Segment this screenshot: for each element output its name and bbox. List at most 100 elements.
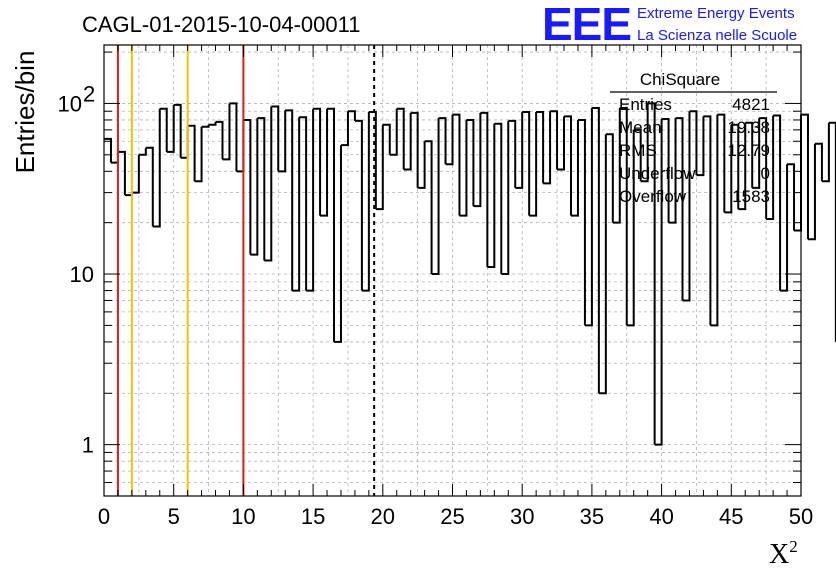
histogram-bin xyxy=(466,118,475,207)
stats-value-rms: 12.79 xyxy=(727,141,770,160)
histogram-bin xyxy=(807,143,816,241)
histogram-bin xyxy=(410,111,419,188)
histogram-bin xyxy=(515,112,524,189)
histogram-series xyxy=(104,102,836,446)
logo-line2: La Scienza nelle Scuole xyxy=(637,27,797,44)
histogram-bin xyxy=(424,140,433,275)
histogram-bin xyxy=(117,150,126,196)
histogram-bin xyxy=(814,142,823,182)
histogram-bin xyxy=(320,108,329,217)
x-tick-labels: 0 5 10 15 20 25 30 35 40 45 50 xyxy=(98,504,813,529)
reference-lines xyxy=(116,45,376,496)
histogram-bin xyxy=(738,122,747,211)
x-tick-label: 30 xyxy=(510,504,534,529)
x-tick-label: 0 xyxy=(98,504,110,529)
histogram-bin xyxy=(801,113,809,240)
logo-line1: Extreme Energy Events xyxy=(637,5,795,22)
histogram-bin xyxy=(396,107,405,170)
histogram-bin xyxy=(654,119,663,446)
histogram-bin xyxy=(159,107,168,152)
y-tick-label-exponent: 2 xyxy=(83,81,95,106)
histogram-bin xyxy=(278,110,287,173)
histogram-bin xyxy=(759,117,768,220)
histogram-bin xyxy=(577,118,586,326)
stats-value-entries: 4821 xyxy=(732,95,770,114)
histogram-bin xyxy=(292,117,301,292)
histogram-bin xyxy=(459,119,468,217)
histogram-bin xyxy=(773,114,782,291)
histogram-bin xyxy=(208,121,217,126)
stats-box: ChiSquare Entries 4821 Mean 19.38 RMS 12… xyxy=(610,70,777,206)
x-tick-label: 35 xyxy=(580,504,604,529)
histogram-bin xyxy=(605,133,614,223)
x-axis-title: X2 xyxy=(769,537,798,570)
histogram-bin xyxy=(487,123,496,268)
histogram-bin xyxy=(389,108,398,156)
stats-value-mean: 19.38 xyxy=(727,118,770,137)
stats-title: ChiSquare xyxy=(640,70,720,89)
stats-label-entries: Entries xyxy=(619,95,672,114)
histogram-bin xyxy=(257,117,266,261)
histogram-bin xyxy=(368,111,377,210)
stats-label-overflow: Overflow xyxy=(619,187,687,206)
x-tick-label: 5 xyxy=(168,504,180,529)
histogram-bin xyxy=(494,122,503,275)
histogram-bin xyxy=(138,147,147,156)
x-tick-label: 50 xyxy=(789,504,813,529)
histogram-bin xyxy=(445,114,454,166)
x-tick-label: 45 xyxy=(719,504,743,529)
histogram-bin xyxy=(313,107,322,216)
histogram-bin xyxy=(668,118,677,224)
histogram-bin xyxy=(201,124,210,128)
stats-value-overflow: 1583 xyxy=(732,187,770,206)
histogram-bin xyxy=(340,111,349,147)
histogram-bin xyxy=(598,134,607,395)
histogram-bin xyxy=(306,108,315,292)
histogram-bin xyxy=(236,119,245,173)
histogram-bin xyxy=(375,124,384,211)
x-tick-label: 10 xyxy=(231,504,255,529)
histogram-bin xyxy=(327,107,336,342)
histogram-bin xyxy=(438,117,447,165)
histogram-bin xyxy=(222,103,231,161)
chart-title: CAGL-01-2015-10-04-00011 xyxy=(82,12,360,37)
histogram-bin xyxy=(710,114,719,327)
eee-logo: EEE xyxy=(542,0,631,50)
x-tick-label: 40 xyxy=(649,504,673,529)
histogram-bin xyxy=(536,111,545,184)
histogram-bin xyxy=(473,112,482,208)
y-axis-title: Entries/bin xyxy=(10,51,40,174)
histogram-bin xyxy=(550,110,559,170)
histogram-bin xyxy=(452,113,461,216)
histogram-bin xyxy=(543,111,552,185)
stats-label-underflow: Underflow xyxy=(619,164,696,183)
histogram-bin xyxy=(264,106,273,262)
histogram-bin xyxy=(828,121,836,342)
histogram-bin xyxy=(229,102,238,172)
histogram-bin xyxy=(633,128,642,182)
histogram-bin xyxy=(564,115,572,216)
histogram-bin xyxy=(104,137,112,163)
histogram-bin xyxy=(180,125,189,159)
histogram-bin xyxy=(703,115,712,326)
histogram-bin xyxy=(215,120,224,160)
histogram-bin xyxy=(250,118,259,256)
histogram-bin xyxy=(173,103,182,158)
histogram-bin xyxy=(194,126,203,183)
histogram-bin xyxy=(689,110,698,176)
histogram-bin xyxy=(745,121,754,188)
histogram-bin xyxy=(821,122,830,183)
histogram-bin xyxy=(501,120,510,276)
x-tick-label: 15 xyxy=(301,504,325,529)
histogram-bin xyxy=(619,107,628,326)
histogram-bin xyxy=(612,108,621,224)
histogram-bin xyxy=(529,112,538,217)
histogram-bin xyxy=(403,112,412,171)
histogram-bin xyxy=(187,124,196,182)
histogram-bin xyxy=(361,112,370,292)
histogram-bin xyxy=(724,124,733,214)
histogram-bin xyxy=(766,115,775,221)
histogram-bin xyxy=(152,108,161,228)
histogram-bin xyxy=(431,118,440,276)
